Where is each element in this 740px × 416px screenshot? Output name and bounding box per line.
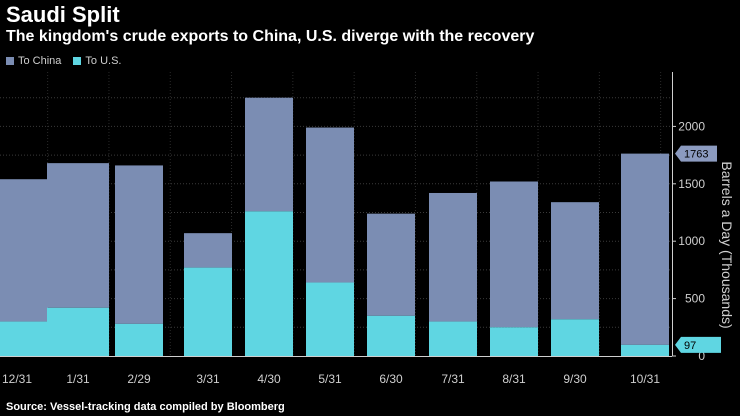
- y-axis-label: Barrels a Day (Thousands): [719, 161, 735, 328]
- bar-china-6/30: [367, 213, 415, 316]
- x-tick-label: 7/31: [441, 372, 465, 386]
- bar-china-2/29: [115, 165, 163, 324]
- bar-us-8/31: [490, 327, 538, 356]
- y-tick-label: 1500: [678, 177, 705, 191]
- legend-swatch-us: [73, 57, 82, 65]
- bar-us-12/31: [0, 321, 48, 356]
- bar-group: [0, 97, 669, 356]
- bar-us-10/31: [621, 344, 669, 356]
- x-tick-label: 3/31: [196, 372, 220, 386]
- legend-swatch-china: [6, 57, 14, 65]
- bar-us-5/31: [306, 282, 354, 356]
- bar-china-7/31: [429, 192, 477, 322]
- chart-subtitle: The kingdom's crude exports to China, U.…: [6, 28, 535, 45]
- y-tick-label: 500: [685, 292, 705, 306]
- legend-item-china: To China: [6, 55, 61, 67]
- bar-china-12/31: [0, 179, 48, 322]
- legend-label-china: To China: [18, 55, 62, 67]
- bar-china-4/30: [245, 97, 293, 212]
- bar-us-2/29: [115, 323, 163, 356]
- bar-us-6/30: [367, 315, 415, 356]
- bar-china-1/31: [47, 163, 109, 308]
- x-tick-label: 1/31: [66, 372, 90, 386]
- bar-us-4/30: [245, 211, 293, 356]
- y-tick-label: 1000: [678, 234, 705, 248]
- legend: To China To U.S.: [6, 55, 122, 67]
- x-tick-label: 2/29: [127, 372, 151, 386]
- chart-title: Saudi Split: [6, 2, 120, 27]
- legend-item-us: To U.S.: [73, 55, 122, 67]
- bar-us-9/30: [551, 319, 599, 356]
- bar-us-3/31: [184, 267, 232, 356]
- bar-us-7/31: [429, 321, 477, 356]
- bar-china-3/31: [184, 233, 232, 268]
- bar-china-8/31: [490, 181, 538, 328]
- x-tick-label: 6/30: [379, 372, 403, 386]
- legend-label-us: To U.S.: [85, 55, 122, 67]
- callout-label: 1763: [684, 149, 708, 161]
- x-axis: 12/31 1/31 2/29 3/31 4/30 5/31 6/30 7/31 8/31 9/3…: [0, 356, 672, 386]
- x-tick-label: 8/31: [502, 372, 526, 386]
- x-tick-label: 12/31: [2, 372, 32, 386]
- y-tick-label: 0: [698, 349, 705, 363]
- x-tick-label: 4/30: [257, 372, 281, 386]
- x-tick-label: 5/31: [318, 372, 342, 386]
- y-axis: 0 500 1000 1500 2000: [672, 72, 705, 363]
- callout-tag: [675, 336, 721, 353]
- bar-china-5/31: [306, 127, 354, 283]
- bar-us-1/31: [47, 307, 109, 356]
- bar-china-9/30: [551, 202, 599, 320]
- callout-label: 97: [684, 340, 696, 352]
- x-tick-label: 9/30: [563, 372, 587, 386]
- value-callouts: 1763 97: [675, 145, 721, 353]
- bar-china-10/31: [621, 153, 669, 345]
- callout-tag: [675, 145, 717, 162]
- y-tick-label: 2000: [678, 119, 705, 133]
- x-tick-label: 10/31: [630, 372, 660, 386]
- source-note: Source: Vessel-tracking data compiled by…: [6, 401, 285, 413]
